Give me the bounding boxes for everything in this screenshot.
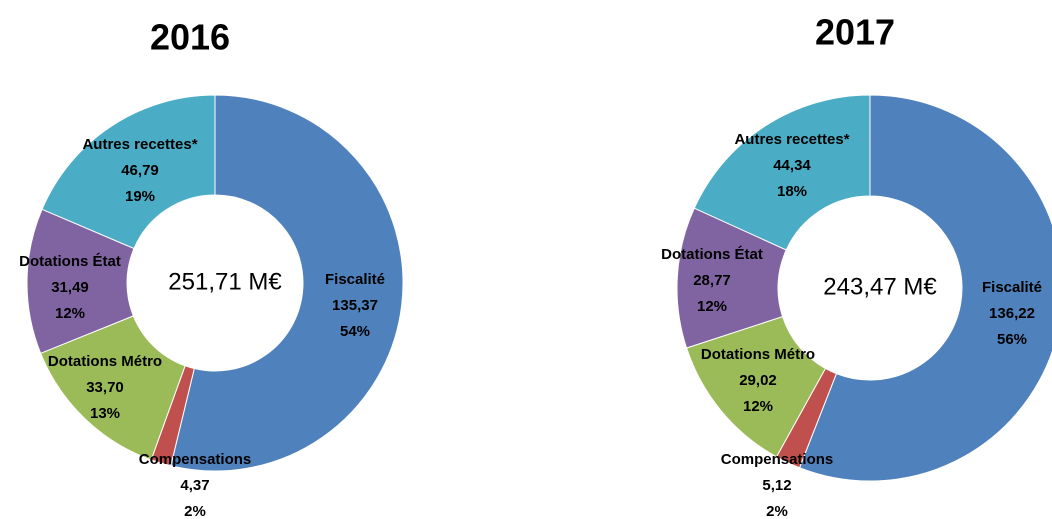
category-label: Autres recettes* <box>734 131 849 148</box>
percent-label: 13% <box>90 405 120 422</box>
value-label: 33,70 <box>86 379 124 396</box>
chart-title: 2017 <box>815 12 895 53</box>
center-label: 243,47 M€ <box>823 273 937 300</box>
value-label: 46,79 <box>121 162 159 179</box>
category-label: Dotations Métro <box>48 353 162 370</box>
donut-slice <box>170 94 404 472</box>
value-label: 5,12 <box>762 477 791 494</box>
percent-label: 12% <box>697 298 727 315</box>
category-label: Fiscalité <box>325 271 385 288</box>
percent-label: 54% <box>340 323 370 340</box>
donut-slice <box>693 94 871 251</box>
value-label: 44,34 <box>773 157 811 174</box>
value-label: 28,77 <box>693 272 731 289</box>
category-label: Compensations <box>721 451 834 468</box>
percent-label: 2% <box>184 503 206 519</box>
value-label: 135,37 <box>332 297 378 314</box>
value-label: 29,02 <box>739 372 777 389</box>
percent-label: 56% <box>997 331 1027 348</box>
percent-label: 2% <box>766 503 788 519</box>
category-label: Compensations <box>139 451 252 468</box>
percent-label: 12% <box>55 305 85 322</box>
donut-slice <box>798 94 1052 482</box>
value-label: 4,37 <box>180 477 209 494</box>
center-label: 251,71 M€ <box>168 268 282 295</box>
value-label: 31,49 <box>51 279 89 296</box>
value-label: 136,22 <box>989 305 1035 322</box>
percent-label: 18% <box>777 183 807 200</box>
chart-title: 2016 <box>150 17 230 58</box>
category-label: Fiscalité <box>982 279 1042 296</box>
percent-label: 12% <box>743 398 773 415</box>
donut-slice <box>41 94 216 250</box>
category-label: Dotations Métro <box>701 346 815 363</box>
category-label: Dotations État <box>661 246 763 263</box>
category-label: Autres recettes* <box>82 136 197 153</box>
category-label: Dotations État <box>19 253 121 270</box>
percent-label: 19% <box>125 188 155 205</box>
